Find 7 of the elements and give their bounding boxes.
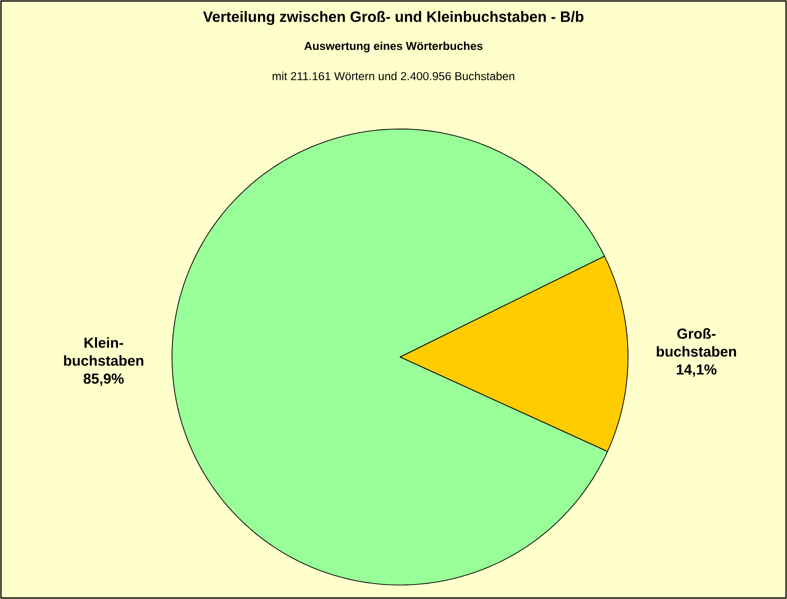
slice-label: Klein-buchstaben bbox=[64, 337, 144, 366]
data-label: 14,1% bbox=[676, 364, 716, 377]
data-label: 85,9% bbox=[84, 374, 124, 386]
slice-label: Groß-buchstaben bbox=[656, 328, 736, 357]
chart-subtitle: Auswertung eines Wörterbuches bbox=[304, 42, 482, 52]
text: mit 211.161 Wörtern und 2.400.956 Buchstaben bbox=[272, 72, 514, 80]
chart-title: Verteilung zwischen Groß- und Kleinbuchstaben - B/b bbox=[203, 10, 584, 25]
